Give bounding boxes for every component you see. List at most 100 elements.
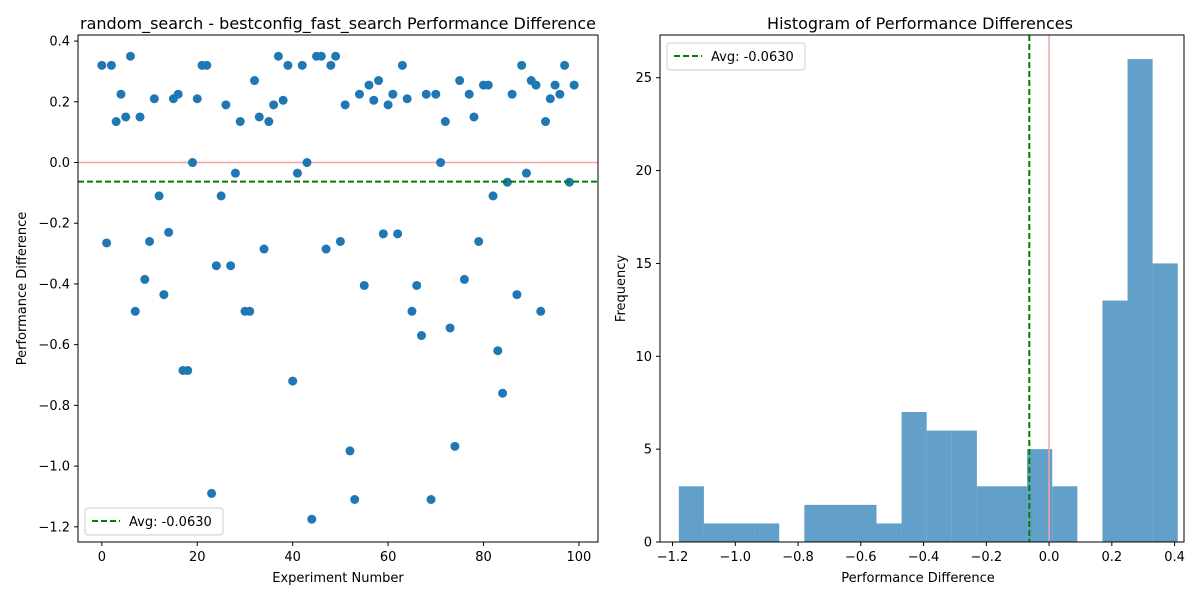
scatter-point: [235, 117, 245, 127]
scatter-point: [326, 60, 336, 70]
scatter-point: [426, 494, 436, 504]
scatter-point: [402, 94, 412, 104]
scatter-point: [416, 331, 426, 341]
scatter-point: [541, 117, 551, 127]
scatter-point: [560, 60, 570, 70]
scatter-point: [273, 51, 283, 61]
histogram-axes-frame: [659, 34, 1185, 543]
histogram-y-tick-label: 20: [635, 164, 652, 179]
scatter-x-axis-label: Experiment Number: [272, 571, 404, 586]
scatter-point: [183, 365, 193, 375]
scatter-ticks: 0 20 40 60 80 100 −1.2 −1.0 −0.8 −0.6 −0.4 −0.2 0.0 0…: [38, 35, 591, 565]
histogram-bar: [754, 523, 780, 542]
scatter-chart: random_search - bestconfig_fast_search P…: [15, 14, 599, 586]
scatter-point: [431, 89, 441, 99]
scatter-point: [364, 80, 374, 90]
scatter-point: [207, 488, 217, 498]
scatter-point: [507, 89, 517, 99]
scatter-plot-area: [78, 51, 598, 524]
scatter-point: [97, 60, 107, 70]
scatter-point: [321, 244, 331, 254]
scatter-point: [216, 191, 226, 201]
scatter-point: [259, 244, 269, 254]
histogram-x-tick-label: 0.2: [1101, 550, 1122, 565]
scatter-point: [230, 168, 240, 178]
scatter-point: [250, 76, 260, 86]
histogram-legend: Avg: -0.0630: [666, 42, 806, 71]
histogram-bar: [678, 486, 704, 542]
scatter-point: [407, 306, 417, 316]
histogram-chart: Histogram of Performance Differences −1.…: [614, 14, 1185, 586]
scatter-point: [412, 280, 422, 290]
scatter-point: [378, 229, 388, 239]
histogram-bar: [951, 430, 977, 542]
histogram-bar: [703, 523, 730, 542]
scatter-y-tick-label: −1.0: [38, 460, 70, 475]
histogram-legend-avg-label: Avg: -0.0630: [711, 50, 794, 65]
scatter-x-tick-label: 100: [567, 550, 592, 565]
histogram-bar: [804, 504, 830, 542]
histogram-x-tick-label: −0.6: [845, 550, 877, 565]
histogram-y-tick-label: 0: [644, 536, 652, 551]
scatter-point: [297, 60, 307, 70]
scatter-point: [226, 261, 236, 271]
scatter-point: [125, 51, 135, 61]
scatter-point: [264, 117, 274, 127]
scatter-point: [436, 158, 446, 168]
scatter-point: [135, 112, 145, 122]
scatter-point: [493, 346, 503, 356]
scatter-point: [292, 168, 302, 178]
scatter-point: [517, 60, 527, 70]
scatter-point: [202, 60, 212, 70]
histogram-legend-box: [666, 42, 806, 71]
scatter-point: [173, 89, 183, 99]
scatter-point: [388, 89, 398, 99]
scatter-y-tick-label: 0.4: [49, 35, 70, 50]
histogram-y-tick-label: 5: [644, 443, 652, 458]
scatter-legend-avg-label: Avg: -0.0630: [129, 515, 212, 530]
scatter-point: [374, 76, 384, 86]
scatter-point: [111, 117, 121, 127]
scatter-point: [211, 261, 221, 271]
scatter-point: [455, 76, 465, 86]
scatter-x-tick-label: 0: [98, 550, 106, 565]
scatter-point: [474, 236, 484, 246]
scatter-y-tick-label: −0.6: [38, 338, 70, 353]
scatter-point: [469, 112, 479, 122]
scatter-point: [164, 227, 174, 237]
scatter-point: [187, 158, 197, 168]
scatter-point: [283, 60, 293, 70]
scatter-y-tick-label: −0.2: [38, 217, 70, 232]
scatter-point: [254, 112, 264, 122]
scatter-y-axis-label: Performance Difference: [15, 212, 30, 366]
scatter-point: [149, 94, 159, 104]
histogram-bar: [1127, 59, 1153, 543]
histogram-plot-area: [678, 35, 1178, 543]
scatter-x-tick-label: 40: [284, 550, 301, 565]
scatter-point: [221, 100, 231, 110]
scatter-point: [140, 274, 150, 284]
scatter-point: [512, 290, 522, 300]
histogram-ticks: −1.2 −1.0 −0.8 −0.6 −0.4 −0.2 0.0 0.2 0.4 0 5 10 15 2…: [635, 71, 1184, 565]
scatter-x-tick-label: 80: [475, 550, 492, 565]
scatter-point: [340, 100, 350, 110]
scatter-point: [440, 117, 450, 127]
histogram-bar: [829, 504, 855, 542]
scatter-point: [350, 494, 360, 504]
scatter-point: [383, 100, 393, 110]
scatter-point: [531, 80, 541, 90]
scatter-point: [369, 95, 379, 105]
scatter-point: [502, 177, 512, 187]
histogram-bar: [876, 523, 902, 542]
scatter-y-tick-label: 0.0: [49, 156, 70, 171]
scatter-x-tick-label: 20: [189, 550, 206, 565]
histogram-x-axis-label: Performance Difference: [841, 571, 995, 586]
scatter-point: [445, 323, 455, 333]
histogram-y-tick-label: 10: [635, 350, 652, 365]
scatter-point: [555, 89, 565, 99]
scatter-point: [397, 60, 407, 70]
scatter-point: [245, 306, 255, 316]
histogram-bar: [976, 486, 1003, 542]
scatter-point: [393, 229, 403, 239]
